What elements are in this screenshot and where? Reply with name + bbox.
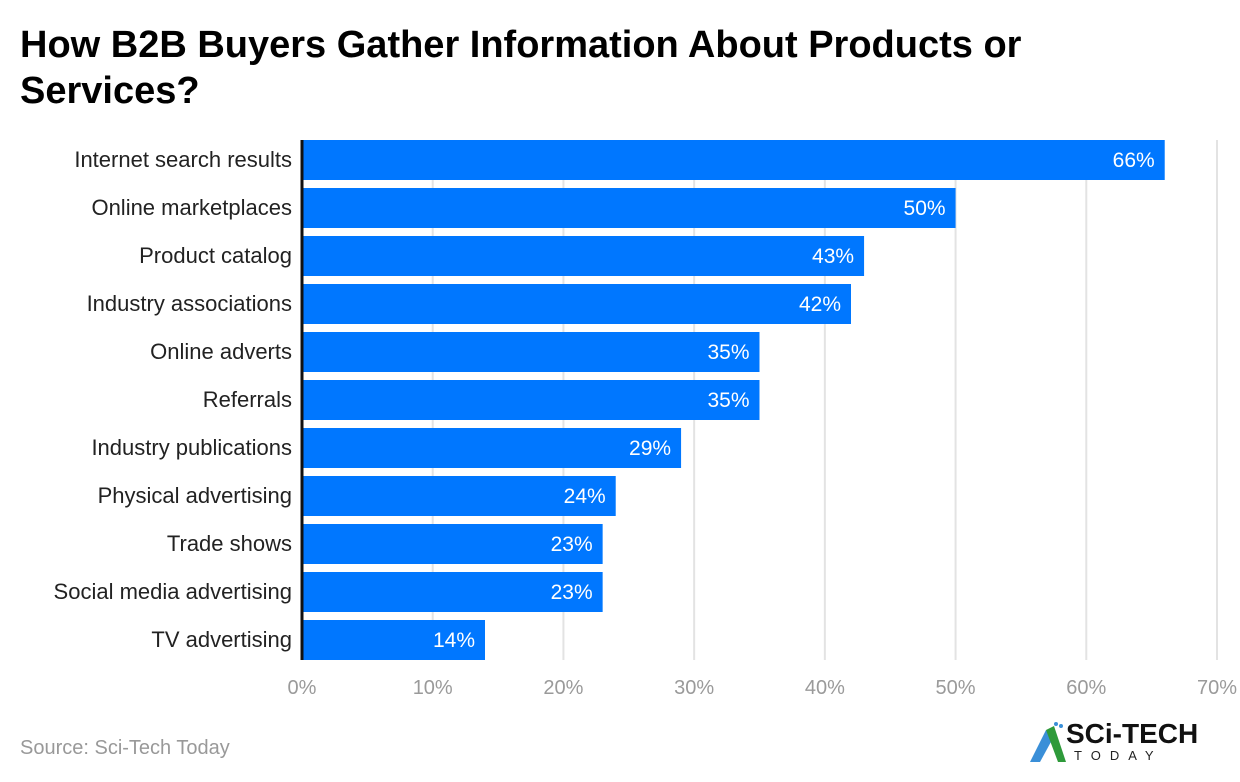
value-label: 24% (564, 485, 606, 508)
bar (302, 428, 682, 468)
bar (302, 572, 603, 612)
category-label: TV advertising (151, 627, 292, 652)
bar (302, 620, 485, 660)
bar (302, 236, 865, 276)
category-label: Industry publications (91, 435, 292, 460)
logo-text: SCi-TECH (1066, 718, 1199, 749)
category-label: Online adverts (150, 339, 292, 364)
category-label: Internet search results (74, 147, 292, 172)
category-label: Referrals (203, 387, 292, 412)
logo-subtext: TODAY (1074, 748, 1163, 763)
x-tick-label: 20% (543, 677, 583, 699)
x-tick-label: 30% (674, 677, 714, 699)
category-label: Product catalog (139, 243, 292, 268)
bar (302, 188, 956, 228)
logo-mark-icon (1030, 722, 1066, 762)
value-label: 35% (707, 341, 749, 364)
bar (302, 380, 760, 420)
value-label: 23% (551, 533, 593, 556)
value-label: 14% (433, 629, 475, 652)
category-label: Industry associations (87, 291, 292, 316)
value-label: 35% (707, 389, 749, 412)
source-note: Source: Sci-Tech Today (20, 737, 230, 759)
bar (302, 140, 1165, 180)
category-label: Trade shows (167, 531, 292, 556)
value-label: 29% (629, 437, 671, 460)
x-tick-label: 40% (805, 677, 845, 699)
sci-tech-today-logo: SCi-TECH TODAY (1028, 718, 1208, 768)
x-tick-label: 50% (936, 677, 976, 699)
bar (302, 332, 760, 372)
category-label: Social media advertising (54, 579, 292, 604)
x-tick-label: 10% (413, 677, 453, 699)
value-label: 43% (812, 245, 854, 268)
category-label: Online marketplaces (91, 195, 292, 220)
x-tick-label: 0% (288, 677, 317, 699)
value-label: 42% (799, 293, 841, 316)
value-label: 66% (1113, 149, 1155, 172)
x-tick-label: 60% (1066, 677, 1106, 699)
value-label: 23% (551, 581, 593, 604)
x-tick-label: 70% (1197, 677, 1237, 699)
bar (302, 524, 603, 564)
value-label: 50% (904, 197, 946, 220)
bar (302, 284, 851, 324)
bar (302, 476, 616, 516)
chart-title: How B2B Buyers Gather Information About … (20, 24, 1022, 112)
category-label: Physical advertising (98, 483, 292, 508)
